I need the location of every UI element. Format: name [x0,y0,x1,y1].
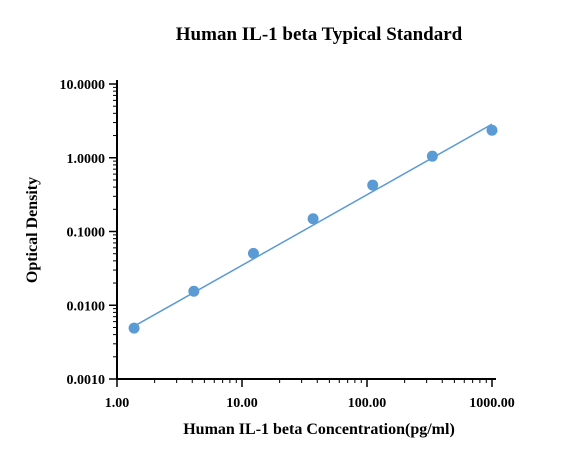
axes: 0.0010 0.0100 0.1000 1.0000 10.0000 1.00 10.00… [60,78,515,411]
y-tick-label: 0.0100 [67,299,106,314]
x-tick-label: 10.00 [226,396,258,411]
y-axis-label: Optical Density [24,177,41,283]
data-point [486,124,498,136]
y-tick-label: 1.0000 [67,152,106,167]
data-point [307,213,319,225]
data-point [128,322,140,334]
x-axis-label: Human IL-1 beta Concentration(pg/ml) [183,421,455,438]
data-point [367,179,379,191]
data-point [188,285,200,297]
data-point [247,247,259,259]
x-tick-label: 100.00 [348,396,387,411]
chart-title: Human IL-1 beta Typical Standard [176,24,463,45]
plot-area [128,123,498,334]
y-tick-label: 10.0000 [60,78,106,93]
data-point [426,150,438,162]
x-tick-label: 1000.00 [469,396,515,411]
x-tick-label: 1.00 [105,396,130,411]
fit-line [133,123,493,327]
y-tick-label: 0.0010 [67,373,106,388]
y-tick-label: 0.1000 [67,226,106,241]
